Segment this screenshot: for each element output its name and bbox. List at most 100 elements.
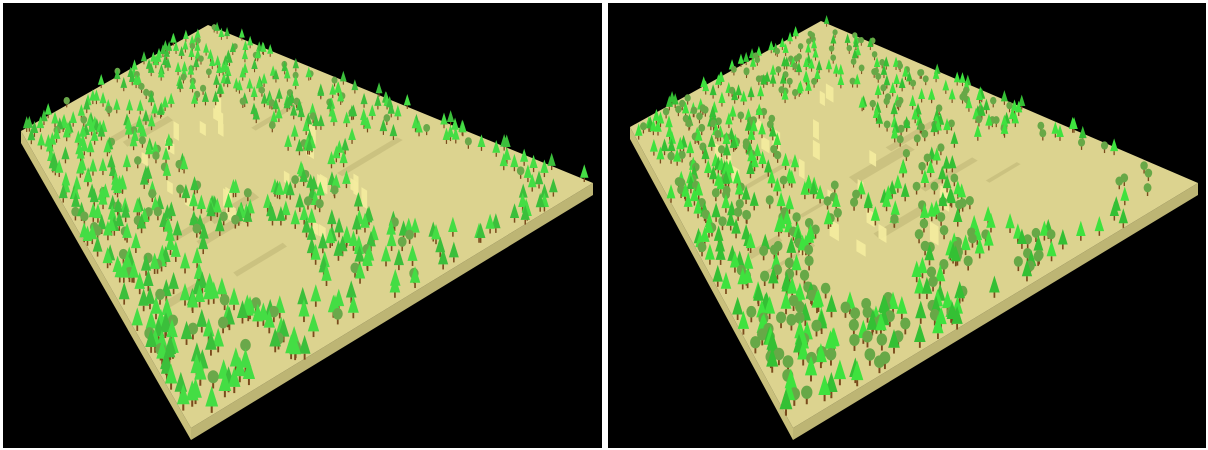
conifer-crown [205,331,217,350]
tree [98,190,108,210]
broadleaf-crown [876,333,888,346]
tree-trunk [807,52,809,56]
conifer-crown [1039,220,1050,236]
tree-trunk [687,101,689,105]
tree-trunk [271,128,273,133]
tree [275,87,283,103]
tree-trunk [756,62,758,66]
tree-trunk [439,252,442,258]
conifer-crown [1120,186,1130,201]
conifer-crown [815,59,823,71]
broadleaf-crown [871,68,878,76]
tree-trunk [733,72,735,76]
tree-trunk [238,221,240,226]
tree [913,134,921,146]
tree-trunk [680,193,682,199]
conifer-crown [298,298,310,317]
tree-trunk [123,277,125,283]
tree-trunk [150,126,153,131]
tree-trunk [816,78,818,83]
tree [932,147,941,165]
tree-trunk [489,228,491,234]
conifer-crown [164,363,178,384]
conifer-crown [932,315,944,334]
broadleaf-crown [155,288,165,301]
conifer-crown [668,131,677,144]
broadleaf-crown [701,209,710,220]
conifer-crown [485,213,495,229]
tree-trunk [135,84,137,89]
tree [283,67,291,82]
conifer-crown [113,68,121,80]
tree-trunk [355,229,358,235]
tree [360,212,370,233]
tree-trunk [66,103,68,108]
conifer-crown [242,359,256,379]
tree-trunk [401,246,403,252]
tree [975,115,983,127]
tree-trunk [86,240,89,246]
conifer-crown [451,127,460,140]
conifer-crown [830,34,837,44]
conifer-crown [360,212,370,228]
tree [773,132,782,149]
tree-trunk [181,55,183,59]
tree-trunk [1026,243,1029,249]
conifer-crown [758,150,767,165]
tree [805,42,812,56]
conifer-crown [852,37,859,48]
conifer-crown [189,210,199,226]
tree-trunk [154,346,157,353]
tree-trunk [312,119,314,124]
tree-trunk [148,154,150,159]
conifer-crown [918,87,926,99]
tree [895,99,902,111]
tree-trunk [697,213,699,219]
conifer-crown [858,96,866,108]
tree-trunk [332,94,334,99]
conifer-crown [307,313,320,332]
tree-trunk [988,125,990,130]
conifer-crown [804,174,813,189]
conifer-crown [779,388,793,410]
tree-trunk [223,304,226,311]
tree [263,309,275,334]
tree [823,196,832,210]
conifer-crown [732,296,744,315]
tree-trunk [342,81,344,85]
tree-trunk [737,216,739,221]
broadleaf-crown [678,150,686,160]
tree-trunk [145,95,147,99]
broadleaf-crown [80,211,89,222]
conifer-crown [167,92,175,104]
tree-trunk [795,270,798,276]
conifer-crown [332,145,341,159]
tree [163,47,170,61]
conifer-crown [701,146,710,160]
conifer-crown [114,211,124,227]
tree [276,205,286,226]
conifer-crown [509,203,520,219]
tree-trunk [792,66,794,71]
tree-trunk [314,259,317,265]
tree [549,178,558,197]
tree-trunk [940,151,942,156]
conifer-crown [348,104,356,117]
tree-trunk [241,317,244,324]
tree [140,51,148,65]
tree-trunk [866,341,869,348]
tree-trunk [700,109,702,114]
tree [27,127,36,145]
tree-trunk [196,263,198,269]
tree [233,356,246,383]
tree [729,104,737,121]
conifer-crown [920,169,930,184]
conifer-crown [960,234,971,251]
tree [730,65,737,76]
broadleaf-crown [291,175,299,185]
tree [673,148,682,166]
tree [937,143,945,156]
tree [1005,213,1015,233]
tree-trunk [141,89,143,93]
conifer-crown [673,148,682,162]
